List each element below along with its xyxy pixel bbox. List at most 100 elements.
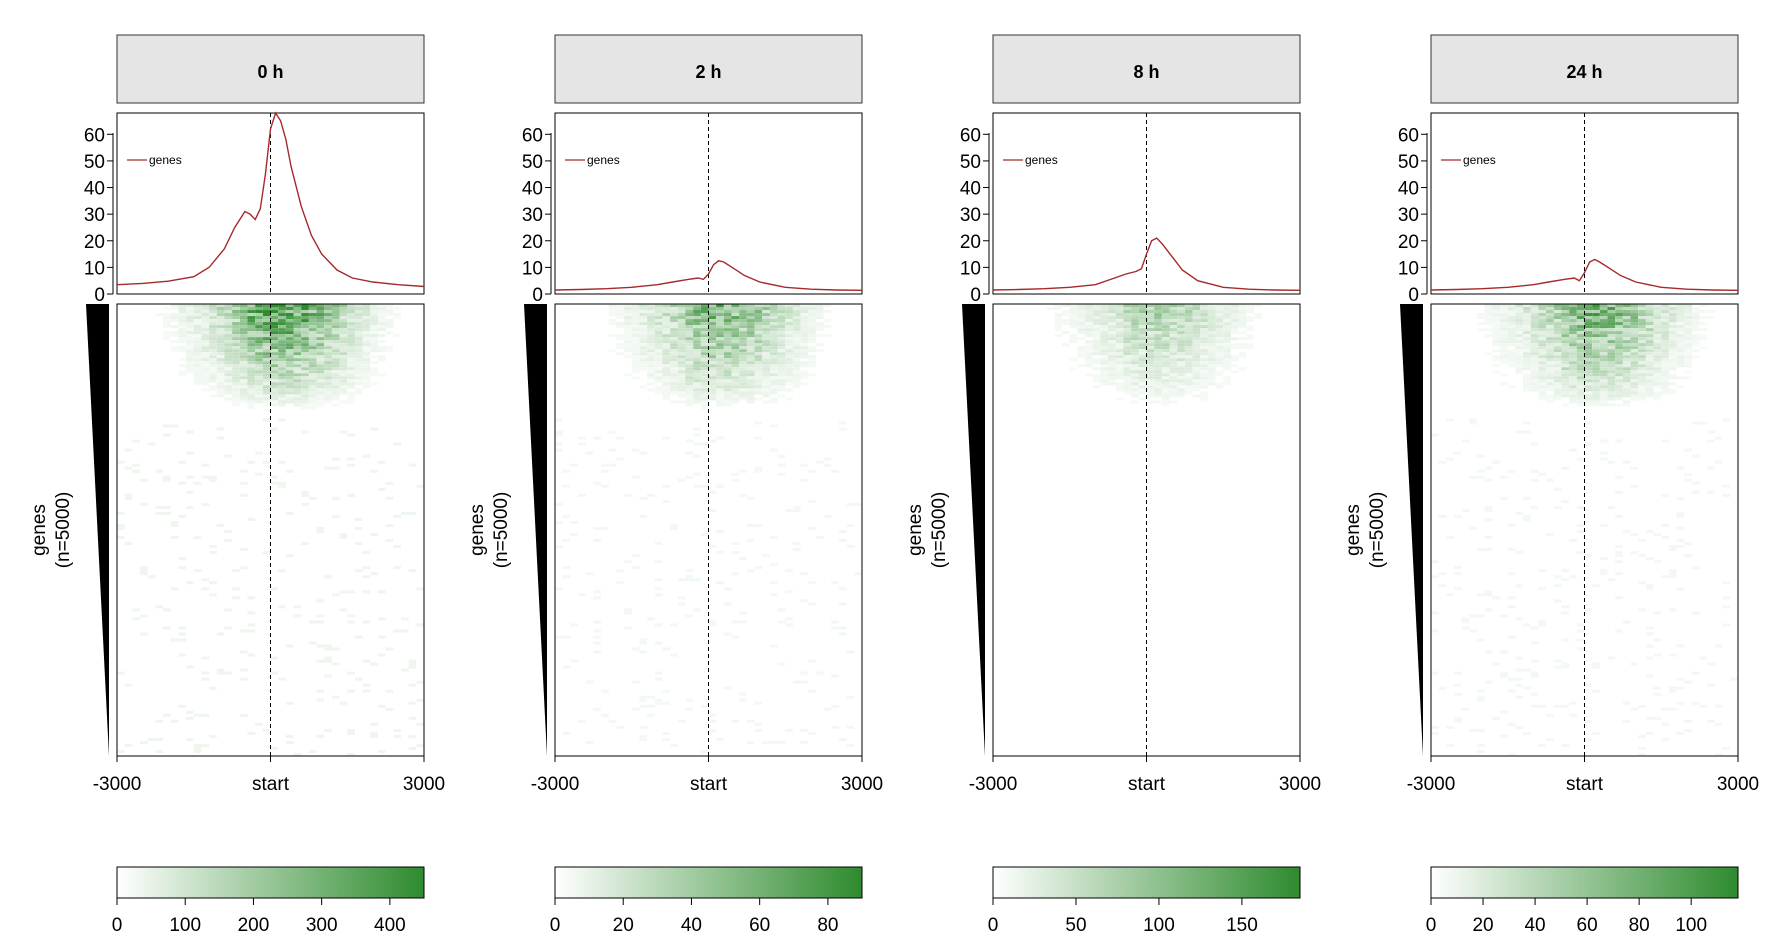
heatmap-cell: [1147, 310, 1155, 313]
heatmap-cell: [1523, 379, 1531, 382]
heatmap-cell: [709, 397, 717, 400]
heatmap-cell: [278, 400, 286, 403]
heatmap-cell: [793, 307, 801, 310]
heatmap-cell: [1538, 307, 1546, 310]
heatmap-cell: [1715, 645, 1723, 648]
heatmap-cell: [655, 672, 663, 675]
heatmap-cell: [194, 373, 202, 376]
heatmap-cell: [163, 434, 171, 437]
heatmap-cell: [1554, 599, 1562, 602]
heatmap-cell: [209, 325, 217, 328]
heatmap-cell: [1531, 379, 1539, 382]
heatmap-cell: [701, 361, 709, 364]
heatmap-cell: [709, 729, 717, 732]
heatmap-cell: [1669, 337, 1677, 340]
heatmap-cell: [324, 388, 332, 391]
heatmap-cell: [1223, 343, 1231, 346]
heatmap-cell: [340, 400, 348, 403]
heatmap-cell: [647, 388, 655, 391]
heatmap-cell: [1139, 379, 1147, 382]
heatmap-cell: [647, 316, 655, 319]
heatmap-cell: [1538, 334, 1546, 337]
heatmap-cell: [1523, 355, 1531, 358]
heatmap-cell: [785, 343, 793, 346]
heatmap-cell: [1239, 310, 1247, 313]
heatmap-cell: [709, 373, 717, 376]
heatmap-cell: [662, 340, 670, 343]
heatmap-cell: [1254, 313, 1262, 316]
heatmap-cell: [1692, 702, 1700, 705]
heatmap-cell: [1131, 343, 1139, 346]
heatmap-cell: [555, 419, 563, 422]
colorbar-tick-label: 150: [1226, 915, 1258, 936]
heatmap-cell: [685, 367, 693, 370]
heatmap-cell: [670, 340, 678, 343]
heatmap-cell: [178, 482, 186, 485]
heatmap-cell: [155, 512, 163, 515]
heatmap-cell: [778, 349, 786, 352]
heatmap-cell: [693, 379, 701, 382]
heatmap-cell: [716, 319, 724, 322]
heatmap-cell: [263, 337, 271, 340]
heatmap-cell: [286, 397, 294, 400]
heatmap-cell: [678, 355, 686, 358]
heatmap-cell: [332, 458, 340, 461]
heatmap-cell: [693, 307, 701, 310]
heatmap-cell: [1515, 346, 1523, 349]
heatmap-cell: [1162, 385, 1170, 388]
heatmap-cell: [1147, 352, 1155, 355]
heatmap-cell: [1661, 376, 1669, 379]
heatmap-cell: [1123, 349, 1131, 352]
heatmap-cell: [1615, 554, 1623, 557]
heatmap-cell: [301, 367, 309, 370]
heatmap-cell: [624, 494, 632, 497]
heatmap-cell: [355, 361, 363, 364]
heatmap-cell: [332, 515, 340, 518]
heatmap-cell: [186, 506, 194, 509]
heatmap-cell: [762, 343, 770, 346]
heatmap-cell: [609, 464, 617, 467]
heatmap-cell: [271, 428, 279, 431]
heatmap-cell: [1569, 319, 1577, 322]
heatmap-cell: [194, 744, 202, 747]
heatmap-cell: [1661, 373, 1669, 376]
heatmap-cell: [1177, 394, 1185, 397]
heatmap-cell: [662, 331, 670, 334]
heatmap-cell: [378, 340, 386, 343]
heatmap-cell: [616, 334, 624, 337]
heatmap-cell: [363, 376, 371, 379]
heatmap-cell: [255, 325, 263, 328]
heatmap-cell: [1561, 349, 1569, 352]
heatmap-cell: [770, 325, 778, 328]
heatmap-cell: [1623, 394, 1631, 397]
heatmap-cell: [178, 337, 186, 340]
heatmap-cell: [386, 313, 394, 316]
heatmap-cell: [624, 325, 632, 328]
heatmap-cell: [347, 349, 355, 352]
heatmap-cell: [271, 322, 279, 325]
heatmap-cell: [724, 385, 732, 388]
heatmap-cell: [824, 515, 832, 518]
heatmap-cell: [716, 370, 724, 373]
heatmap-cell: [662, 702, 670, 705]
heatmap-cell: [824, 325, 832, 328]
heatmap-cell: [224, 343, 232, 346]
heatmap-cell: [232, 400, 240, 403]
heatmap-cell: [1615, 322, 1623, 325]
heatmap-cell: [739, 310, 747, 313]
heatmap-cell: [1200, 346, 1208, 349]
heatmap-cell: [247, 629, 255, 632]
heatmap-cell: [1546, 388, 1554, 391]
heatmap-cell: [1669, 391, 1677, 394]
heatmap-cell: [1638, 391, 1646, 394]
heatmap-cell: [1108, 373, 1116, 376]
heatmap-cell: [363, 364, 371, 367]
heatmap-cell: [393, 545, 401, 548]
heatmap-cell: [1677, 467, 1685, 470]
heatmap-cell: [1554, 388, 1562, 391]
heatmap-cell: [1116, 316, 1124, 319]
heatmap-cell: [1654, 654, 1662, 657]
heatmap-cell: [194, 325, 202, 328]
heatmap-cell: [1692, 313, 1700, 316]
heatmap-cell: [294, 614, 302, 617]
